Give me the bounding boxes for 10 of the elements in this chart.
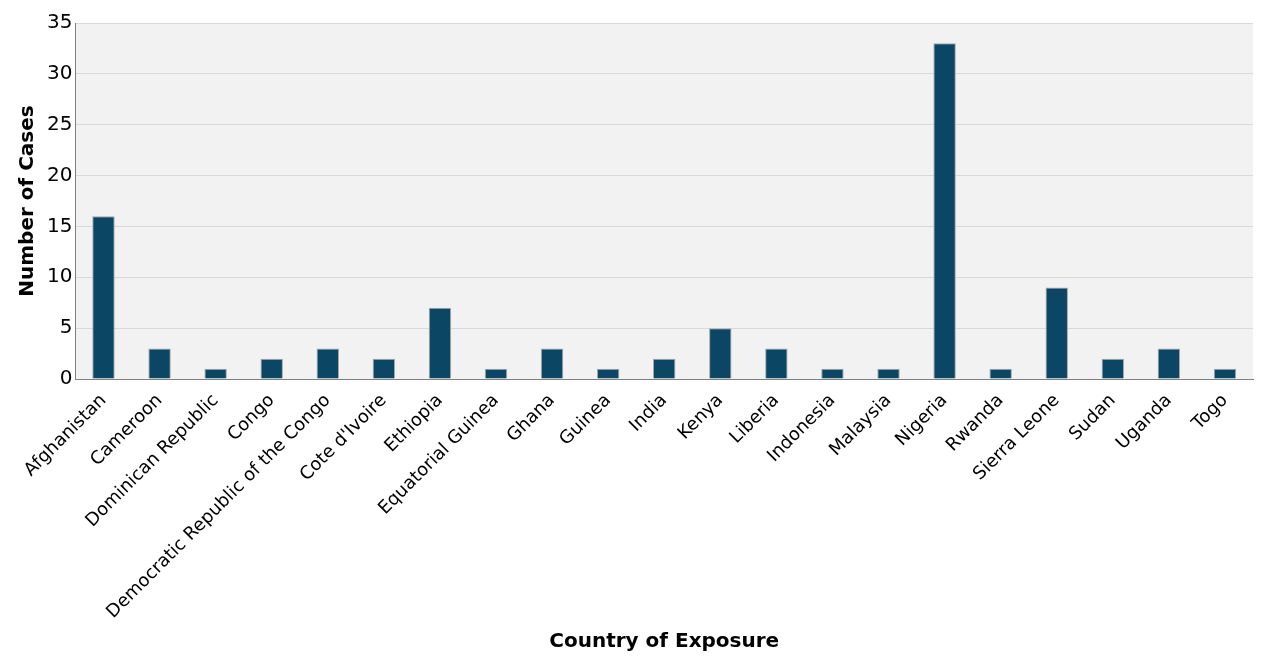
y-tick-label: 15 (47, 212, 73, 237)
y-axis-title: Number of Cases (14, 105, 39, 297)
y-tick-label: 5 (59, 314, 73, 339)
y-tick-label: 35 (47, 9, 73, 34)
x-axis-title: Country of Exposure (549, 628, 780, 653)
y-tick-label: 0 (59, 365, 73, 390)
y-tick-label: 30 (47, 60, 73, 85)
y-tick-label: 10 (47, 263, 73, 288)
y-tick-label: 25 (47, 110, 73, 135)
y-tick-label: 20 (47, 161, 73, 186)
